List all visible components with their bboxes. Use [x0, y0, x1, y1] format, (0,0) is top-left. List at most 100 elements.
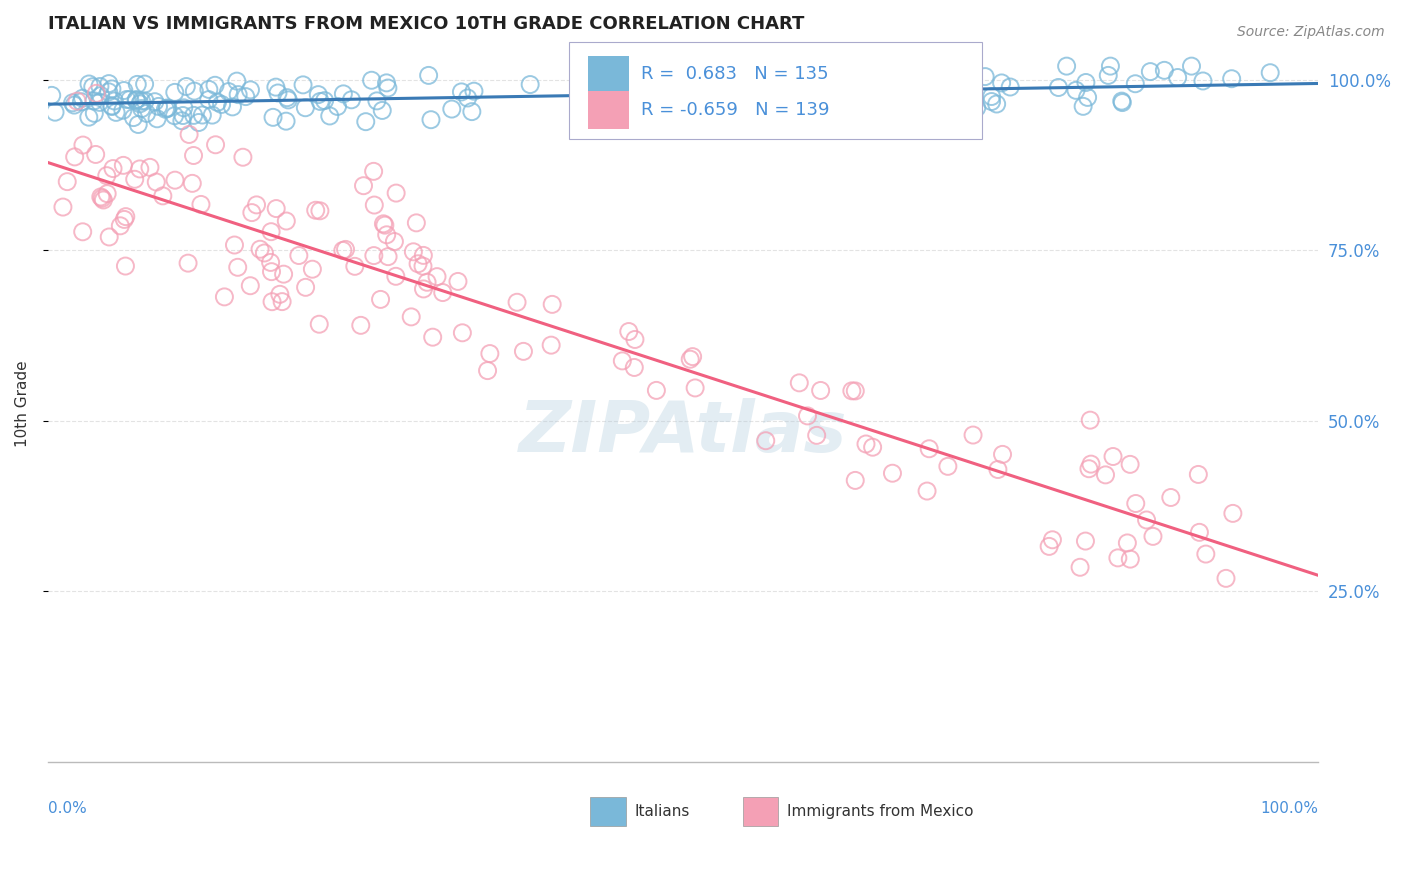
- Point: [914, 108, 936, 122]
- Point: [1074, 75, 1097, 89]
- Point: [125, 93, 148, 107]
- Point: [44, 105, 66, 120]
- Point: [927, 67, 949, 81]
- Point: [1153, 63, 1175, 78]
- Point: [1111, 94, 1133, 108]
- FancyBboxPatch shape: [569, 42, 981, 139]
- Point: [204, 137, 226, 152]
- Point: [787, 376, 810, 390]
- Point: [917, 95, 939, 110]
- Point: [253, 246, 276, 260]
- Point: [440, 102, 463, 116]
- Point: [267, 86, 290, 100]
- Point: [512, 344, 534, 359]
- Point: [260, 265, 283, 279]
- Point: [163, 109, 186, 123]
- Point: [264, 80, 287, 95]
- Point: [412, 248, 434, 262]
- Point: [134, 77, 156, 91]
- Point: [385, 269, 408, 284]
- Point: [806, 428, 828, 442]
- Point: [758, 98, 780, 112]
- Point: [240, 205, 263, 219]
- Point: [63, 98, 86, 112]
- Point: [124, 172, 146, 186]
- Point: [83, 94, 105, 108]
- Point: [326, 99, 349, 113]
- Text: Source: ZipAtlas.com: Source: ZipAtlas.com: [1237, 25, 1385, 39]
- Point: [610, 88, 633, 103]
- Point: [179, 128, 201, 142]
- Point: [101, 82, 124, 96]
- Point: [156, 101, 179, 115]
- Point: [894, 83, 917, 97]
- Point: [1125, 496, 1147, 510]
- Point: [477, 363, 499, 377]
- Point: [332, 87, 354, 101]
- Point: [370, 293, 392, 307]
- Point: [63, 150, 86, 164]
- Text: Immigrants from Mexico: Immigrants from Mexico: [787, 804, 974, 819]
- Point: [249, 242, 271, 256]
- FancyBboxPatch shape: [588, 55, 628, 93]
- Point: [1222, 507, 1244, 521]
- Point: [1195, 547, 1218, 561]
- Point: [1167, 70, 1189, 85]
- Point: [810, 384, 832, 398]
- Point: [122, 111, 145, 125]
- Point: [235, 89, 257, 103]
- FancyBboxPatch shape: [588, 92, 628, 128]
- Point: [399, 310, 422, 324]
- Point: [1097, 69, 1119, 83]
- Point: [1135, 513, 1157, 527]
- Point: [623, 360, 645, 375]
- Point: [96, 169, 118, 183]
- Point: [360, 73, 382, 87]
- Point: [758, 80, 780, 95]
- Point: [755, 434, 778, 448]
- Point: [114, 259, 136, 273]
- Point: [292, 78, 315, 92]
- Point: [1047, 80, 1070, 95]
- Point: [936, 459, 959, 474]
- Point: [139, 161, 162, 175]
- Point: [112, 83, 135, 97]
- Point: [817, 104, 839, 119]
- Point: [373, 217, 395, 231]
- Point: [190, 197, 212, 211]
- Point: [375, 76, 398, 90]
- Point: [232, 150, 254, 164]
- Point: [1042, 533, 1064, 547]
- Point: [412, 259, 434, 273]
- Point: [273, 267, 295, 281]
- Point: [765, 79, 787, 94]
- Point: [163, 86, 186, 100]
- Text: R = -0.659   N = 139: R = -0.659 N = 139: [641, 101, 830, 120]
- Point: [1077, 90, 1099, 104]
- Point: [198, 82, 221, 96]
- Point: [1142, 529, 1164, 543]
- Point: [363, 198, 385, 212]
- Point: [128, 161, 150, 176]
- Point: [1123, 77, 1146, 91]
- Point: [340, 93, 363, 107]
- Point: [84, 147, 107, 161]
- Point: [815, 90, 838, 104]
- Point: [93, 193, 115, 207]
- Point: [127, 118, 149, 132]
- Text: R =  0.683   N = 135: R = 0.683 N = 135: [641, 65, 830, 83]
- Point: [62, 95, 84, 110]
- Point: [305, 203, 328, 218]
- Point: [176, 79, 198, 94]
- Point: [98, 230, 121, 244]
- Point: [1064, 83, 1087, 97]
- Point: [309, 95, 332, 109]
- Point: [72, 225, 94, 239]
- Point: [363, 249, 385, 263]
- Point: [1188, 525, 1211, 540]
- Point: [226, 260, 249, 275]
- Point: [170, 113, 193, 128]
- Point: [110, 219, 132, 233]
- Point: [274, 114, 297, 128]
- Point: [224, 238, 246, 252]
